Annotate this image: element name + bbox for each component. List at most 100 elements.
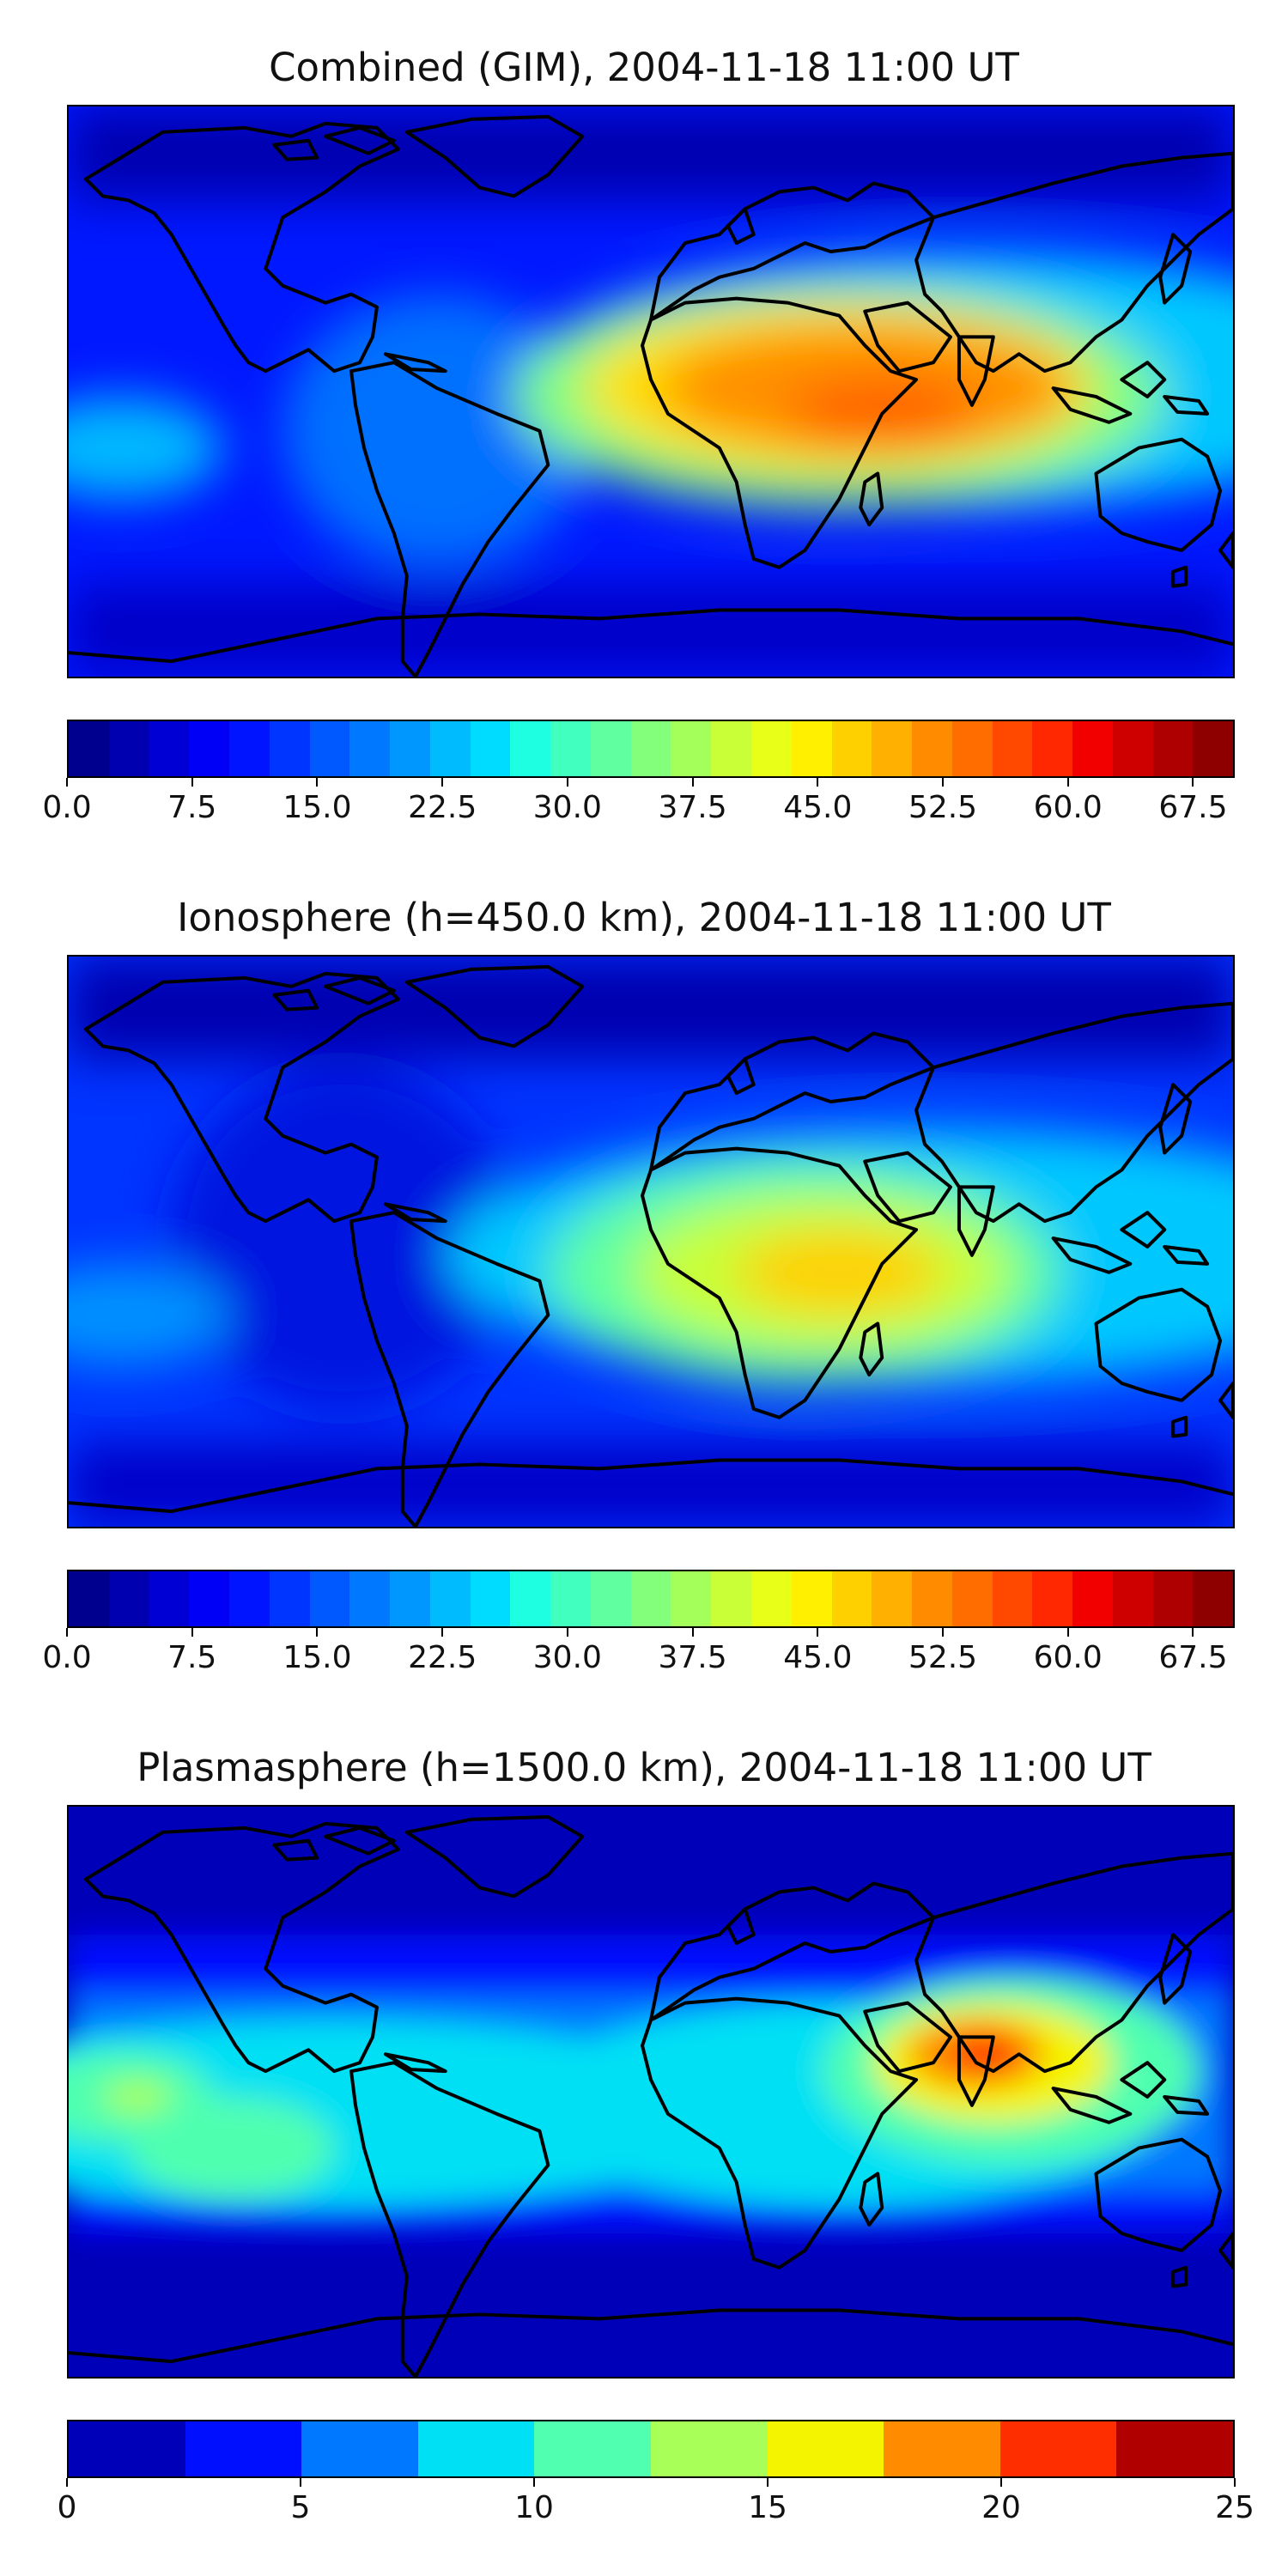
colorbar-segment <box>229 1571 270 1626</box>
colorbar-tick <box>691 778 694 787</box>
colorbar-segment <box>711 1571 752 1626</box>
colorbar-tick-label: 22.5 <box>408 790 477 825</box>
colorbar-segment <box>711 721 752 776</box>
panel-3-colorbar <box>67 2420 1235 2478</box>
colorbar-tick-label: 0.0 <box>42 790 92 825</box>
colorbar-tick-label: 52.5 <box>908 1640 978 1675</box>
panel-2-title: Ionosphere (h=450.0 km), 2004-11-18 11:0… <box>177 895 1111 940</box>
colorbar-segment <box>1112 721 1153 776</box>
colorbar-segment <box>69 1571 109 1626</box>
colorbar-tick <box>566 778 568 787</box>
colorbar-segment <box>831 1571 872 1626</box>
colorbar-tick-label: 5 <box>290 2490 311 2525</box>
colorbar-tick-label: 20 <box>981 2490 1021 2525</box>
colorbar-segment <box>992 721 1033 776</box>
colorbar-segment <box>1112 1571 1153 1626</box>
colorbar-tick <box>441 778 444 787</box>
colorbar-tick <box>191 778 193 787</box>
colorbar-segment <box>301 2421 418 2476</box>
colorbar-segment <box>951 721 993 776</box>
colorbar-segment <box>550 1571 591 1626</box>
colorbar-segment <box>999 2421 1117 2476</box>
colorbar-segment <box>630 1571 671 1626</box>
colorbar-segment <box>349 721 391 776</box>
colorbar-tick-label: 22.5 <box>408 1640 477 1675</box>
colorbar-segment <box>1152 1571 1194 1626</box>
colorbar-segment <box>767 2421 884 2476</box>
colorbar-segment <box>912 721 952 776</box>
colorbar-tick <box>300 2478 301 2487</box>
panel-3-title: Plasmasphere (h=1500.0 km), 2004-11-18 1… <box>137 1745 1151 1790</box>
panel-2-map <box>67 955 1235 1528</box>
colorbar-tick-label: 0 <box>57 2490 77 2525</box>
panel-1-colorbar-ticks: 0.0 7.5 15.0 22.5 30.0 37.5 45.0 52.5 60.0 67.5 <box>42 778 1235 829</box>
colorbar-tick <box>817 1628 819 1637</box>
colorbar-segment <box>390 1571 430 1626</box>
colorbar-segment <box>510 721 551 776</box>
colorbar-tick-label: 15 <box>748 2490 787 2525</box>
colorbar-tick <box>441 1628 444 1637</box>
colorbar-tick <box>1000 2478 1002 2487</box>
colorbar-segment <box>630 721 671 776</box>
colorbar-tick-label: 15.0 <box>283 790 352 825</box>
colorbar-tick-label: 52.5 <box>908 790 978 825</box>
panel-1-title: Combined (GIM), 2004-11-18 11:00 UT <box>269 45 1019 90</box>
colorbar-tick <box>66 2478 68 2487</box>
colorbar-segment <box>1193 1571 1234 1626</box>
panel-3-map <box>67 1805 1235 2379</box>
panel-1-colorbar <box>67 720 1235 778</box>
colorbar-tick <box>191 1628 193 1637</box>
colorbar-segment <box>69 721 109 776</box>
colorbar-segment <box>1072 1571 1113 1626</box>
colorbar-segment <box>534 2421 651 2476</box>
colorbar-segment <box>1152 721 1194 776</box>
panel-2-colorbar <box>67 1570 1235 1628</box>
colorbar-segment <box>1193 721 1234 776</box>
colorbar-segment <box>189 721 230 776</box>
colorbar-segment <box>429 721 471 776</box>
colorbar-tick-label: 45.0 <box>783 1640 853 1675</box>
colorbar-tick <box>316 1628 319 1637</box>
colorbar-tick-label: 7.5 <box>167 790 217 825</box>
colorbar-segment <box>831 721 872 776</box>
colorbar-tick <box>1066 778 1069 787</box>
colorbar-segment <box>108 721 149 776</box>
colorbar-segment <box>1032 721 1073 776</box>
colorbar-segment <box>912 1571 952 1626</box>
colorbar-segment <box>429 1571 471 1626</box>
colorbar-segment <box>671 1571 712 1626</box>
colorbar-segment <box>951 1571 993 1626</box>
colorbar-segment <box>309 1571 350 1626</box>
colorbar-tick-label: 45.0 <box>783 790 853 825</box>
colorbar-tick-label: 60.0 <box>1033 790 1103 825</box>
colorbar-tick-label: 10 <box>514 2490 554 2525</box>
colorbar-segment <box>229 721 270 776</box>
colorbar-tick <box>566 1628 568 1637</box>
colorbar-segment <box>791 1571 832 1626</box>
colorbar-segment <box>650 2421 768 2476</box>
colorbar-tick <box>942 1628 944 1637</box>
colorbar-segment <box>390 721 430 776</box>
colorbar-segment <box>470 721 511 776</box>
colorbar-segment <box>872 721 913 776</box>
colorbar-segment <box>751 1571 792 1626</box>
colorbar-tick <box>817 778 819 787</box>
colorbar-segment <box>69 2421 185 2476</box>
colorbar-tick <box>533 2478 535 2487</box>
panel-1-map <box>67 105 1235 678</box>
colorbar-segment <box>309 721 350 776</box>
colorbar-tick <box>66 1628 68 1637</box>
colorbar-tick <box>66 778 68 787</box>
colorbar-tick <box>1192 778 1194 787</box>
colorbar-tick-label: 37.5 <box>658 1640 727 1675</box>
colorbar-segment <box>590 721 631 776</box>
colorbar-segment <box>510 1571 551 1626</box>
colorbar-segment <box>992 1571 1033 1626</box>
colorbar-tick-label: 67.5 <box>1158 1640 1228 1675</box>
colorbar-tick <box>316 778 319 787</box>
colorbar-segment <box>470 1571 511 1626</box>
colorbar-tick-label: 25 <box>1215 2490 1255 2525</box>
colorbar-segment <box>149 1571 190 1626</box>
colorbar-segment <box>1072 721 1113 776</box>
colorbar-segment <box>872 1571 913 1626</box>
